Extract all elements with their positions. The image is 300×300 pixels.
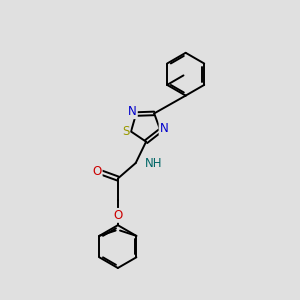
Text: NH: NH bbox=[145, 157, 162, 169]
Text: S: S bbox=[122, 125, 129, 138]
Text: O: O bbox=[113, 209, 122, 222]
Text: O: O bbox=[92, 165, 102, 178]
Text: N: N bbox=[128, 105, 137, 118]
Text: N: N bbox=[160, 122, 168, 135]
